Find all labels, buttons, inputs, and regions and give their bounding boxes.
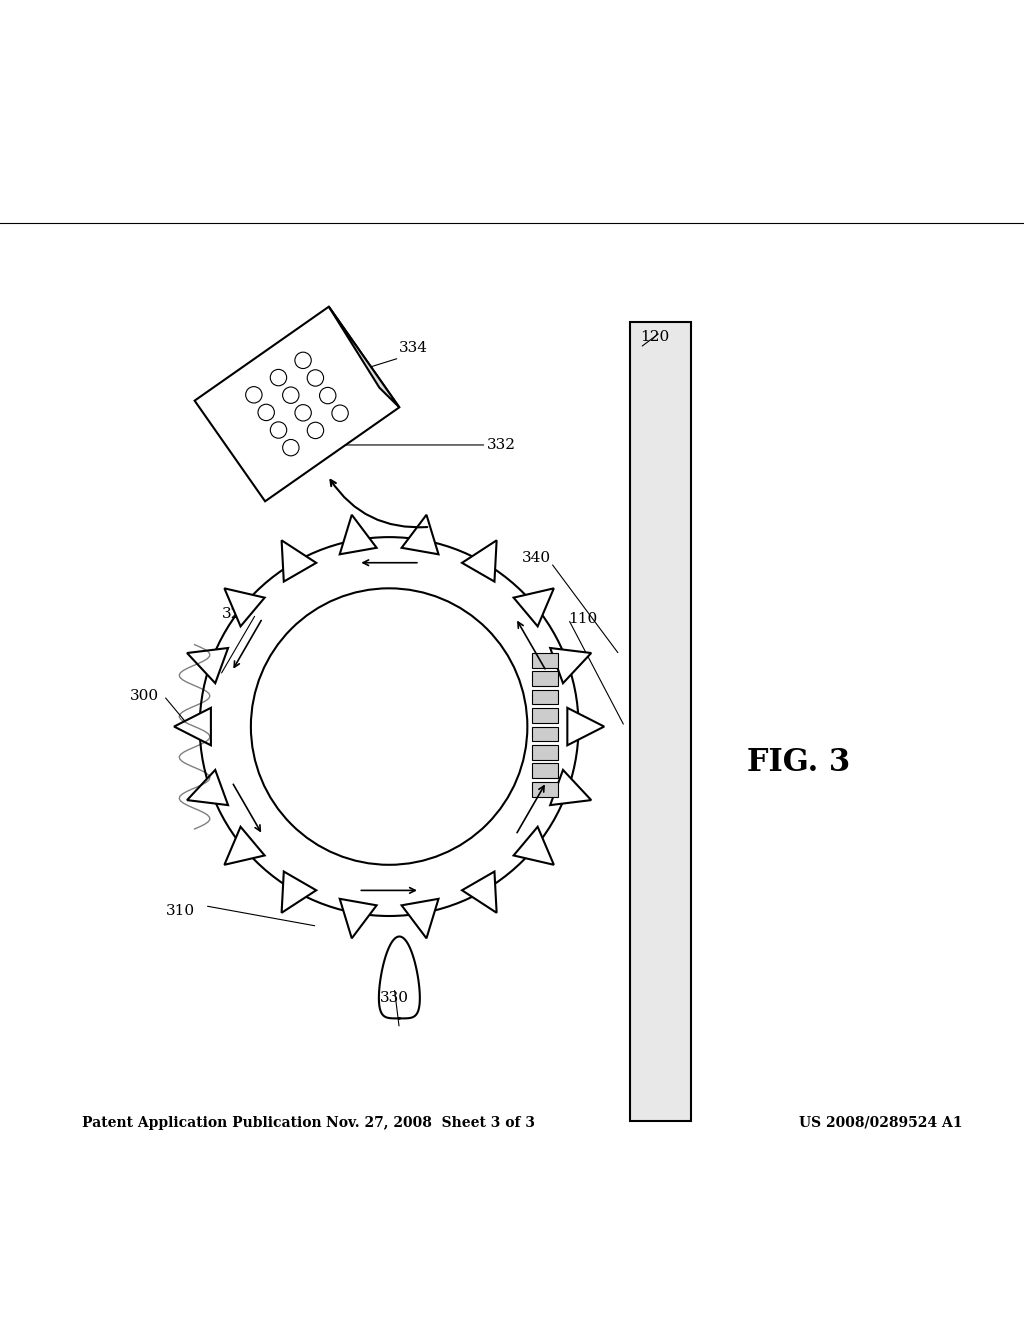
Polygon shape xyxy=(224,589,264,627)
Text: 332: 332 xyxy=(486,438,515,451)
Text: 320: 320 xyxy=(222,607,251,620)
Text: 340: 340 xyxy=(522,550,551,565)
Circle shape xyxy=(307,422,324,438)
Circle shape xyxy=(332,405,348,421)
Text: 300: 300 xyxy=(130,689,159,702)
FancyBboxPatch shape xyxy=(532,653,558,668)
Polygon shape xyxy=(340,515,377,554)
Polygon shape xyxy=(282,540,316,582)
Text: Patent Application Publication: Patent Application Publication xyxy=(82,1115,322,1130)
FancyBboxPatch shape xyxy=(532,708,558,723)
Text: 110: 110 xyxy=(568,612,598,626)
Polygon shape xyxy=(401,515,438,554)
FancyBboxPatch shape xyxy=(532,744,558,760)
Text: 330: 330 xyxy=(380,991,409,1005)
Circle shape xyxy=(270,422,287,438)
FancyBboxPatch shape xyxy=(630,322,691,1121)
FancyBboxPatch shape xyxy=(532,672,558,686)
Polygon shape xyxy=(567,708,604,746)
FancyBboxPatch shape xyxy=(532,763,558,779)
Text: US 2008/0289524 A1: US 2008/0289524 A1 xyxy=(799,1115,963,1130)
Polygon shape xyxy=(174,708,211,746)
Circle shape xyxy=(258,404,274,421)
Text: 120: 120 xyxy=(640,330,670,345)
Text: FIG. 3: FIG. 3 xyxy=(748,747,850,777)
Polygon shape xyxy=(514,826,554,865)
Polygon shape xyxy=(195,306,399,502)
Circle shape xyxy=(270,370,287,385)
Circle shape xyxy=(295,352,311,368)
FancyBboxPatch shape xyxy=(532,689,558,705)
Text: 310: 310 xyxy=(166,904,195,917)
Circle shape xyxy=(319,387,336,404)
FancyBboxPatch shape xyxy=(532,726,558,742)
Polygon shape xyxy=(550,648,591,684)
Polygon shape xyxy=(462,540,497,582)
Polygon shape xyxy=(514,589,554,627)
Polygon shape xyxy=(187,648,228,684)
Polygon shape xyxy=(462,871,497,913)
Circle shape xyxy=(283,387,299,404)
Circle shape xyxy=(295,405,311,421)
Polygon shape xyxy=(550,770,591,805)
Polygon shape xyxy=(329,306,399,408)
Circle shape xyxy=(251,589,527,865)
Circle shape xyxy=(200,537,579,916)
Circle shape xyxy=(283,440,299,455)
Polygon shape xyxy=(282,871,316,913)
FancyBboxPatch shape xyxy=(532,781,558,796)
Polygon shape xyxy=(340,899,377,939)
Polygon shape xyxy=(224,826,264,865)
Text: 334: 334 xyxy=(399,341,428,355)
Polygon shape xyxy=(401,899,438,939)
Circle shape xyxy=(307,370,324,387)
Text: Nov. 27, 2008  Sheet 3 of 3: Nov. 27, 2008 Sheet 3 of 3 xyxy=(326,1115,535,1130)
Polygon shape xyxy=(187,770,228,805)
Circle shape xyxy=(246,387,262,403)
